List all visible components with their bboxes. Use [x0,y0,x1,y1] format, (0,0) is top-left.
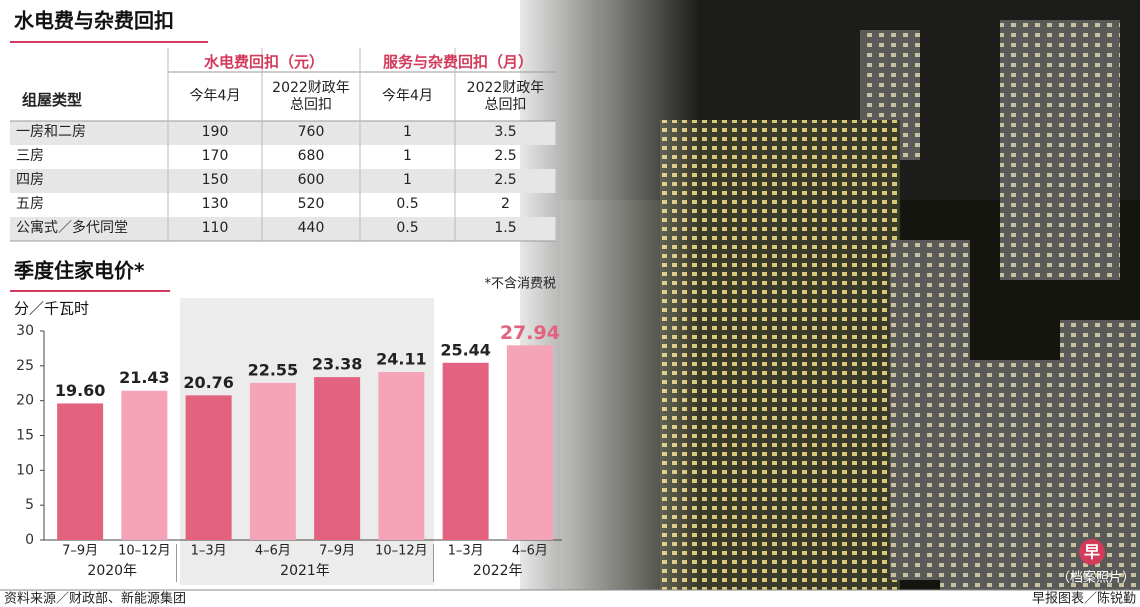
table-cell: 0.5 [396,220,419,236]
bar [314,377,361,540]
y-tick-label: 15 [16,428,34,444]
x-group-label: 2021年 [280,563,330,579]
value-label: 21.43 [119,368,170,387]
x-tick-label: 4–6月 [512,544,548,559]
table-cell: 2 [501,196,510,212]
x-tick-label: 1–3月 [191,544,227,559]
table-cell: 110 [201,220,229,236]
value-label: 19.60 [55,381,106,400]
x-tick-label: 10–12月 [118,544,171,559]
value-label: 24.11 [376,350,427,369]
bar [121,390,168,540]
table-cell: 600 [297,172,325,188]
table-cell: 1.5 [494,220,517,236]
x-tick-label: 4–6月 [255,544,291,559]
bar [249,382,296,540]
row-label: 三房 [16,148,44,164]
logo: 早 [1084,543,1100,562]
row-label: 五房 [16,196,44,212]
y-tick-label: 20 [16,393,34,409]
source: 资料来源／财政部、新能源集团 [4,591,186,607]
y-tick-label: 10 [16,462,34,478]
x-group-label: 2020年 [87,563,137,579]
table-cell: 520 [297,196,325,212]
x-tick-label: 7–9月 [319,544,355,559]
chart-note: *不含消费税 [484,276,556,292]
table-cell: 1 [403,148,412,164]
chart-title: 季度住家电价* [13,259,145,283]
group-header: 水电费回扣（元） [203,53,324,71]
group-header: 服务与杂费回扣（月） [382,53,533,71]
row-shade [10,121,556,145]
x-group-label: 2022年 [473,563,523,579]
value-label: 20.76 [183,373,234,392]
row-shade [10,217,556,241]
row-shade [10,169,556,193]
table-cell: 2.5 [494,172,517,188]
y-tick-label: 5 [25,497,34,513]
y-tick-label: 30 [16,323,34,339]
row-header: 组屋类型 [22,91,83,109]
table-cell: 1 [403,124,412,140]
table-cell: 680 [297,148,325,164]
bar [378,372,425,540]
y-tick-label: 25 [16,358,34,374]
table-cell: 0.5 [396,196,419,212]
sub-header: 2022财政年 总回扣 [466,80,545,113]
bar [185,395,232,540]
table-cell: 190 [201,124,229,140]
bar [442,362,489,540]
row-label: 公寓式／多代同堂 [16,220,128,236]
table-cell: 760 [297,124,325,140]
logo-badge [1079,539,1105,565]
value-label: 23.38 [312,355,363,374]
table-cell: 1 [403,172,412,188]
y-tick-label: 0 [25,532,34,548]
value-label: 22.55 [248,360,299,379]
title: 水电费与杂费回扣 [14,9,174,33]
table-cell: 130 [201,196,229,212]
table-cell: 2.5 [494,148,517,164]
y-axis-label: 分／千瓦时 [14,300,89,318]
x-tick-label: 7–9月 [62,544,98,559]
row-label: 四房 [16,172,44,188]
row-label: 一房和二房 [16,124,86,140]
table-cell: 150 [201,172,229,188]
bar [57,403,104,540]
table-cell: 3.5 [494,124,517,140]
credit: 早报图表／陈锐勤 [1032,591,1136,607]
photo-note: （档案照片） [1057,571,1135,586]
table-cell: 440 [297,220,325,236]
sub-header: 今年4月 [382,88,433,104]
bar [506,345,553,540]
table-cell: 170 [201,148,229,164]
x-tick-label: 10–12月 [375,544,428,559]
value-label: 27.94 [500,322,560,344]
value-label: 25.44 [440,340,491,359]
sub-header: 2022财政年 总回扣 [272,80,350,113]
sub-header: 今年4月 [189,88,241,104]
x-tick-label: 1–3月 [448,544,484,559]
